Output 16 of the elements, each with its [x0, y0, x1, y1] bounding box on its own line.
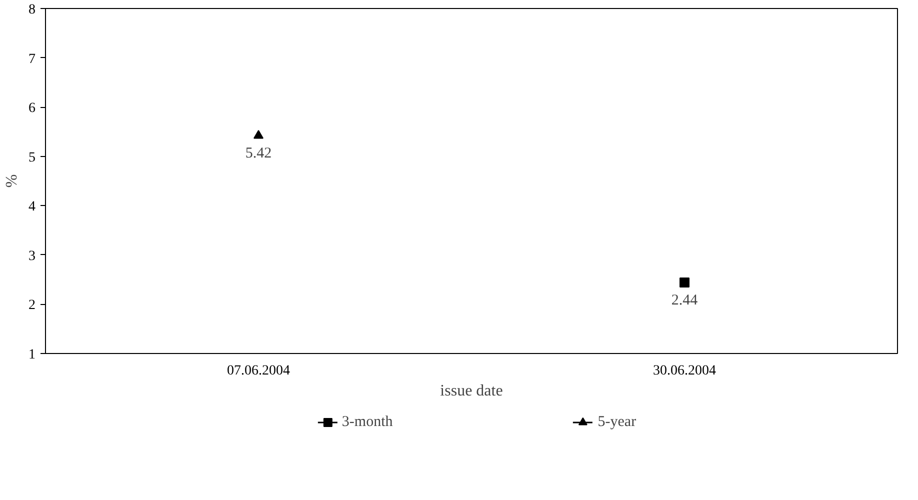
data-label: 2.44 [671, 292, 698, 309]
y-tick-label: 1 [28, 348, 36, 362]
x-tick-label: 30.06.2004 [653, 364, 716, 378]
legend-label: 5-year [598, 414, 636, 430]
y-tick-label: 3 [28, 248, 36, 264]
legend-label: 3-month [342, 414, 393, 430]
y-tick-label: 4 [28, 200, 36, 215]
x-axis-title: issue date [440, 382, 503, 400]
y-tick-label: 2 [28, 298, 36, 314]
y-axis-title: % [4, 174, 20, 188]
y-tick-label: 6 [28, 101, 36, 116]
y-tick-label: 5 [28, 150, 36, 166]
y-tick-label: 8 [28, 2, 36, 18]
data-label: 5.42 [245, 146, 272, 162]
x-tick-label: 07.06.2004 [227, 364, 290, 378]
y-tick-label: 7 [28, 52, 36, 67]
